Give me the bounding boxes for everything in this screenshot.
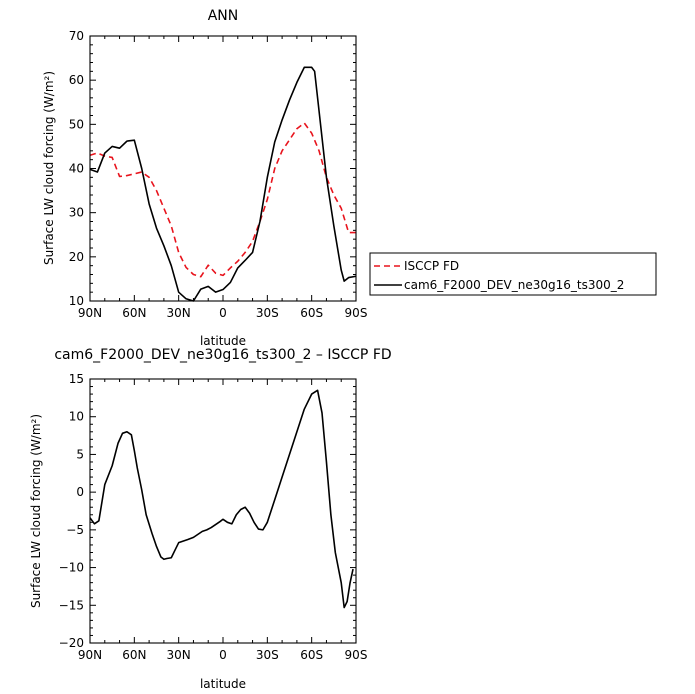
bottom-x-tick-label: 60N [122, 648, 146, 662]
bottom-x-tick-label: 90N [78, 648, 102, 662]
bottom-plot-frame [89, 378, 357, 644]
bottom-panel-title: cam6_F2000_DEV_ne30g16_ts300_2 – ISCCP F… [54, 347, 391, 363]
top-y-tick-label: 10 [69, 294, 84, 308]
bottom-x-tick-label: 30N [167, 648, 191, 662]
legend-label-0: ISCCP FD [404, 259, 459, 273]
legend-label-1: cam6_F2000_DEV_ne30g16_ts300_2 [404, 278, 624, 292]
top-plot-frame [89, 35, 357, 302]
bottom-panel-x-axis-label: latitude [200, 677, 246, 691]
bottom-y-tick-label: −15 [59, 598, 84, 612]
top-y-tick-label: 50 [69, 117, 84, 131]
top-y-tick-label: 20 [69, 250, 84, 264]
bottom-y-tick-label: −10 [59, 561, 84, 575]
top-series-line-1 [89, 66, 357, 302]
bottom-x-tick-label: 90S [345, 648, 368, 662]
bottom-y-tick-label: 15 [69, 372, 84, 386]
top-x-tick-label: 30S [256, 306, 279, 320]
bottom-panel-y-axis-label: Surface LW cloud forcing (W/m²) [29, 414, 43, 608]
bottom-y-tick-label: 0 [76, 485, 84, 499]
bottom-y-tick-label: 5 [76, 447, 84, 461]
top-x-tick-label: 30N [167, 306, 191, 320]
bottom-y-tick-label: −20 [59, 636, 84, 650]
bottom-y-tick-label: −5 [66, 523, 84, 537]
bottom-y-tick-label: 10 [69, 410, 84, 424]
top-x-tick-label: 60S [300, 306, 323, 320]
bottom-x-tick-label: 30S [256, 648, 279, 662]
top-y-tick-label: 30 [69, 206, 84, 220]
top-x-tick-label: 90N [78, 306, 102, 320]
bottom-series-line-0 [89, 389, 354, 609]
top-y-tick-label: 70 [69, 29, 84, 43]
top-panel-x-axis-label: latitude [200, 334, 246, 348]
top-x-tick-label: 90S [345, 306, 368, 320]
top-x-tick-label: 60N [122, 306, 146, 320]
top-y-tick-label: 60 [69, 73, 84, 87]
top-panel-y-axis-label: Surface LW cloud forcing (W/m²) [42, 71, 56, 265]
top-panel-title: ANN [208, 8, 239, 24]
top-x-tick-label: 0 [219, 306, 227, 320]
top-series-line-0 [89, 122, 356, 278]
bottom-x-tick-label: 60S [300, 648, 323, 662]
top-y-tick-label: 40 [69, 162, 84, 176]
bottom-x-tick-label: 0 [219, 648, 227, 662]
bottom-panel: cam6_F2000_DEV_ne30g16_ts300_2 – ISCCP F… [29, 347, 392, 691]
legend: ISCCP FD cam6_F2000_DEV_ne30g16_ts300_2 [369, 252, 657, 296]
top-panel: ANN Surface LW cloud forcing (W/m²) lati… [42, 8, 367, 348]
legend-box [369, 252, 657, 296]
